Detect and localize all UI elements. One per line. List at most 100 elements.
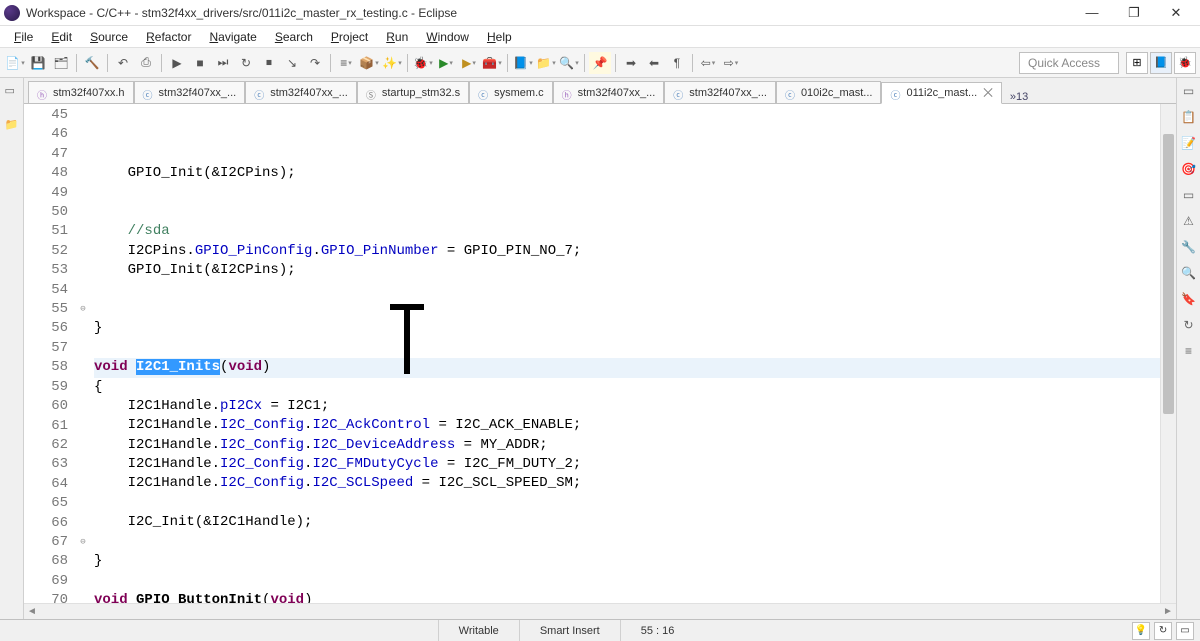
menu-help[interactable]: Help	[479, 28, 520, 46]
menu-navigate[interactable]: Navigate	[201, 28, 264, 46]
search-view-icon[interactable]: 🔍	[1181, 266, 1196, 280]
stepover-button[interactable]: ↷	[304, 52, 326, 74]
quick-access-input[interactable]: Quick Access	[1019, 52, 1119, 74]
restore-left-icon[interactable]: ▭	[5, 84, 19, 98]
debug-perspective-button[interactable]: 🐞	[1174, 52, 1196, 74]
open-perspective-button[interactable]: ⊞	[1126, 52, 1148, 74]
terminate-button[interactable]: ⏹	[258, 52, 280, 74]
menu-edit[interactable]: Edit	[43, 28, 80, 46]
code-line[interactable]	[94, 494, 1160, 513]
code-line[interactable]: I2CPins.GPIO_PinConfig.GPIO_PinNumber = …	[94, 242, 1160, 261]
wizard-button[interactable]: ✨▾	[381, 52, 403, 74]
tip-icon[interactable]: 💡	[1132, 622, 1150, 640]
code-line[interactable]	[94, 339, 1160, 358]
properties-icon[interactable]: 🔧	[1181, 240, 1196, 254]
editor-tab[interactable]: ⓗstm32f407xx.h	[28, 81, 134, 103]
next-annotation-button[interactable]: ➡	[620, 52, 642, 74]
menu-source[interactable]: Source	[82, 28, 136, 46]
code-line[interactable]	[94, 571, 1160, 590]
new-button[interactable]: 📄▾	[4, 52, 26, 74]
new-class-button[interactable]: 📘▾	[512, 52, 534, 74]
heap-icon[interactable]: ▭	[1176, 622, 1194, 640]
editor-tab[interactable]: ⓒ011i2c_mast...⨉	[881, 82, 1001, 104]
memory-icon[interactable]: ≡	[1185, 344, 1192, 358]
undo-button[interactable]: ↶	[112, 52, 134, 74]
code-line[interactable]	[94, 300, 1160, 319]
cpp-perspective-button[interactable]: 📘	[1150, 52, 1172, 74]
code-area[interactable]: GPIO_Init(&I2CPins); //sda I2CPins.GPIO_…	[90, 104, 1160, 603]
updates-icon[interactable]: ↻	[1154, 622, 1172, 640]
code-line[interactable]: I2C1Handle.I2C_Config.I2C_FMDutyCycle = …	[94, 455, 1160, 474]
scroll-left-icon[interactable]: ◄	[24, 606, 40, 617]
build-button[interactable]: 🔨	[81, 52, 103, 74]
code-line[interactable]: I2C1Handle.pI2Cx = I2C1;	[94, 397, 1160, 416]
maximize-button[interactable]: ❐	[1120, 3, 1148, 23]
prev-annotation-button[interactable]: ⬅	[643, 52, 665, 74]
search-button[interactable]: 🔍▾	[558, 52, 580, 74]
step-button[interactable]: ↘	[281, 52, 303, 74]
code-line[interactable]	[94, 533, 1160, 552]
show-whitespace-button[interactable]: ¶	[666, 52, 688, 74]
tabs-overflow[interactable]: »13	[1006, 91, 1032, 103]
code-line[interactable]: //sda	[94, 222, 1160, 241]
problems-icon[interactable]: ⚠	[1183, 214, 1194, 228]
debug-button[interactable]: 🐞▾	[412, 52, 434, 74]
code-line[interactable]	[94, 184, 1160, 203]
menu-refactor[interactable]: Refactor	[138, 28, 199, 46]
editor-tab[interactable]: Ⓢstartup_stm32.s	[357, 81, 469, 103]
code-line[interactable]: void GPIO_ButtonInit(void)	[94, 591, 1160, 603]
stop-button[interactable]: ■	[189, 52, 211, 74]
code-line[interactable]	[94, 281, 1160, 300]
editor-tab[interactable]: ⓒstm32f407xx_...	[664, 81, 776, 103]
code-line[interactable]: void I2C1_Inits(void)	[94, 358, 1160, 377]
progress-icon[interactable]: ↻	[1183, 318, 1193, 332]
pin-button[interactable]: 📌	[589, 52, 611, 74]
scroll-right-icon[interactable]: ►	[1160, 606, 1176, 617]
menu-run[interactable]: Run	[378, 28, 416, 46]
project-explorer-icon[interactable]: 📁	[5, 118, 19, 132]
redo-button[interactable]: ⎙	[135, 52, 157, 74]
save-button[interactable]: 💾	[27, 52, 49, 74]
external-button[interactable]: 🧰▾	[481, 52, 503, 74]
editor-tab[interactable]: ⓗstm32f407xx_...	[553, 81, 665, 103]
close-button[interactable]: ✕	[1162, 3, 1190, 23]
profile-button[interactable]: ▶▾	[458, 52, 480, 74]
minimize-button[interactable]: —	[1078, 3, 1106, 23]
code-line[interactable]	[94, 203, 1160, 222]
menu-file[interactable]: File	[6, 28, 41, 46]
code-line[interactable]: GPIO_Init(&I2CPins);	[94, 261, 1160, 280]
code-line[interactable]: }	[94, 552, 1160, 571]
scrollbar-thumb[interactable]	[1163, 134, 1174, 414]
menu-project[interactable]: Project	[323, 28, 376, 46]
save-all-button[interactable]: 🗂	[50, 52, 72, 74]
build-targets-icon[interactable]: 🎯	[1181, 162, 1196, 176]
outline-icon[interactable]: 📋	[1181, 110, 1196, 124]
code-line[interactable]: I2C1Handle.I2C_Config.I2C_AckControl = I…	[94, 416, 1160, 435]
forward-button[interactable]: ⇨▾	[720, 52, 742, 74]
code-line[interactable]: GPIO_Init(&I2CPins);	[94, 164, 1160, 183]
new-folder-button[interactable]: 📁▾	[535, 52, 557, 74]
editor-tab[interactable]: ⓒstm32f407xx_...	[134, 81, 246, 103]
menu-window[interactable]: Window	[418, 28, 477, 46]
vertical-scrollbar[interactable]	[1160, 104, 1176, 603]
code-line[interactable]: {	[94, 378, 1160, 397]
code-line[interactable]: I2C1Handle.I2C_Config.I2C_DeviceAddress …	[94, 436, 1160, 455]
code-line[interactable]: I2C_Init(&I2C1Handle);	[94, 513, 1160, 532]
restart-button[interactable]: ↻	[235, 52, 257, 74]
task-icon[interactable]: 📝	[1181, 136, 1196, 150]
tab-close-icon[interactable]: ⨉	[983, 86, 993, 101]
bookmarks-icon[interactable]: 🔖	[1181, 292, 1196, 306]
code-line[interactable]: I2C1Handle.I2C_Config.I2C_SCLSpeed = I2C…	[94, 474, 1160, 493]
run-button[interactable]: ▶▾	[435, 52, 457, 74]
toggle-comment-button[interactable]: ≡▾	[335, 52, 357, 74]
menu-search[interactable]: Search	[267, 28, 321, 46]
editor-tab[interactable]: ⓒstm32f407xx_...	[245, 81, 357, 103]
skip-button[interactable]: ⏭	[212, 52, 234, 74]
editor-tab[interactable]: ⓒsysmem.c	[469, 81, 553, 103]
open-type-button[interactable]: 📦▾	[358, 52, 380, 74]
back-button[interactable]: ⇦▾	[697, 52, 719, 74]
toggle-button[interactable]: ▶	[166, 52, 188, 74]
restore-right-icon[interactable]: ▭	[1183, 84, 1194, 98]
code-line[interactable]: }	[94, 319, 1160, 338]
editor-tab[interactable]: ⓒ010i2c_mast...	[776, 81, 882, 103]
